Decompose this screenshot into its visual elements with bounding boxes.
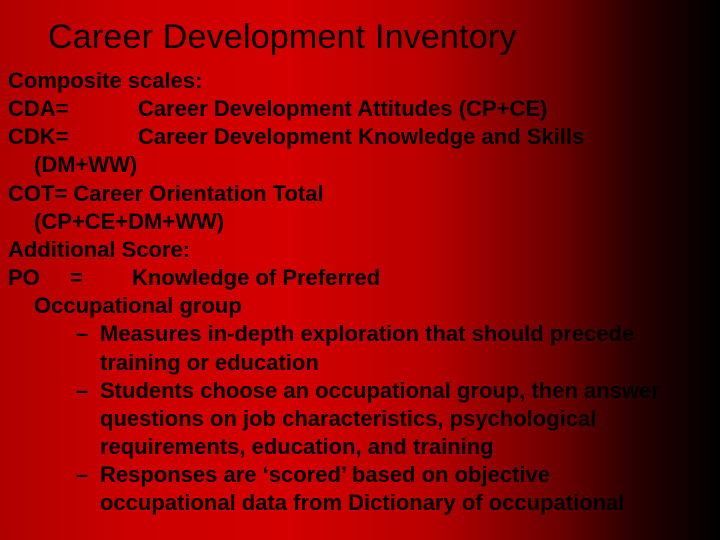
bullet-text: Responses are ‘scored’ based on objectiv… — [100, 461, 682, 517]
bullet-item: – Responses are ‘scored’ based on object… — [76, 461, 682, 517]
abbr-po: PO — [8, 264, 70, 292]
line-additional-score: Additional Score: — [8, 236, 702, 264]
slide: Career Development Inventory Composite s… — [0, 0, 720, 540]
line-po-cont: Occupational group — [8, 292, 702, 320]
slide-body: Composite scales: CDA=Career Development… — [0, 67, 720, 518]
line-po: PO=Knowledge of Preferred — [8, 264, 702, 292]
line-cdk-formula: (DM+WW) — [8, 151, 702, 179]
slide-title: Career Development Inventory — [0, 0, 720, 67]
abbr-cdk: CDK= — [8, 123, 138, 151]
line-cdk: CDK=Career Development Knowledge and Ski… — [8, 123, 702, 151]
line-composite-scales: Composite scales: — [8, 67, 702, 95]
line-cot-formula: (CP+CE+DM+WW) — [8, 208, 702, 236]
bullet-item: – Students choose an occupational group,… — [76, 377, 682, 461]
dash-icon: – — [76, 320, 90, 348]
bullet-list: – Measures in-depth exploration that sho… — [8, 320, 702, 517]
def-cda: Career Development Attitudes (CP+CE) — [138, 96, 547, 121]
bullet-item: – Measures in-depth exploration that sho… — [76, 320, 682, 376]
bullet-text: Students choose an occupational group, t… — [100, 377, 682, 461]
line-cda: CDA=Career Development Attitudes (CP+CE) — [8, 95, 702, 123]
def-po-1: Knowledge of Preferred — [132, 265, 380, 290]
dash-icon: – — [76, 377, 90, 405]
abbr-cda: CDA= — [8, 95, 138, 123]
bullet-text: Measures in-depth exploration that shoul… — [100, 320, 682, 376]
def-cdk: Career Development Knowledge and Skills — [138, 124, 584, 149]
line-cot: COT= Career Orientation Total — [8, 180, 702, 208]
eq-po: = — [70, 264, 132, 292]
dash-icon: – — [76, 461, 90, 489]
